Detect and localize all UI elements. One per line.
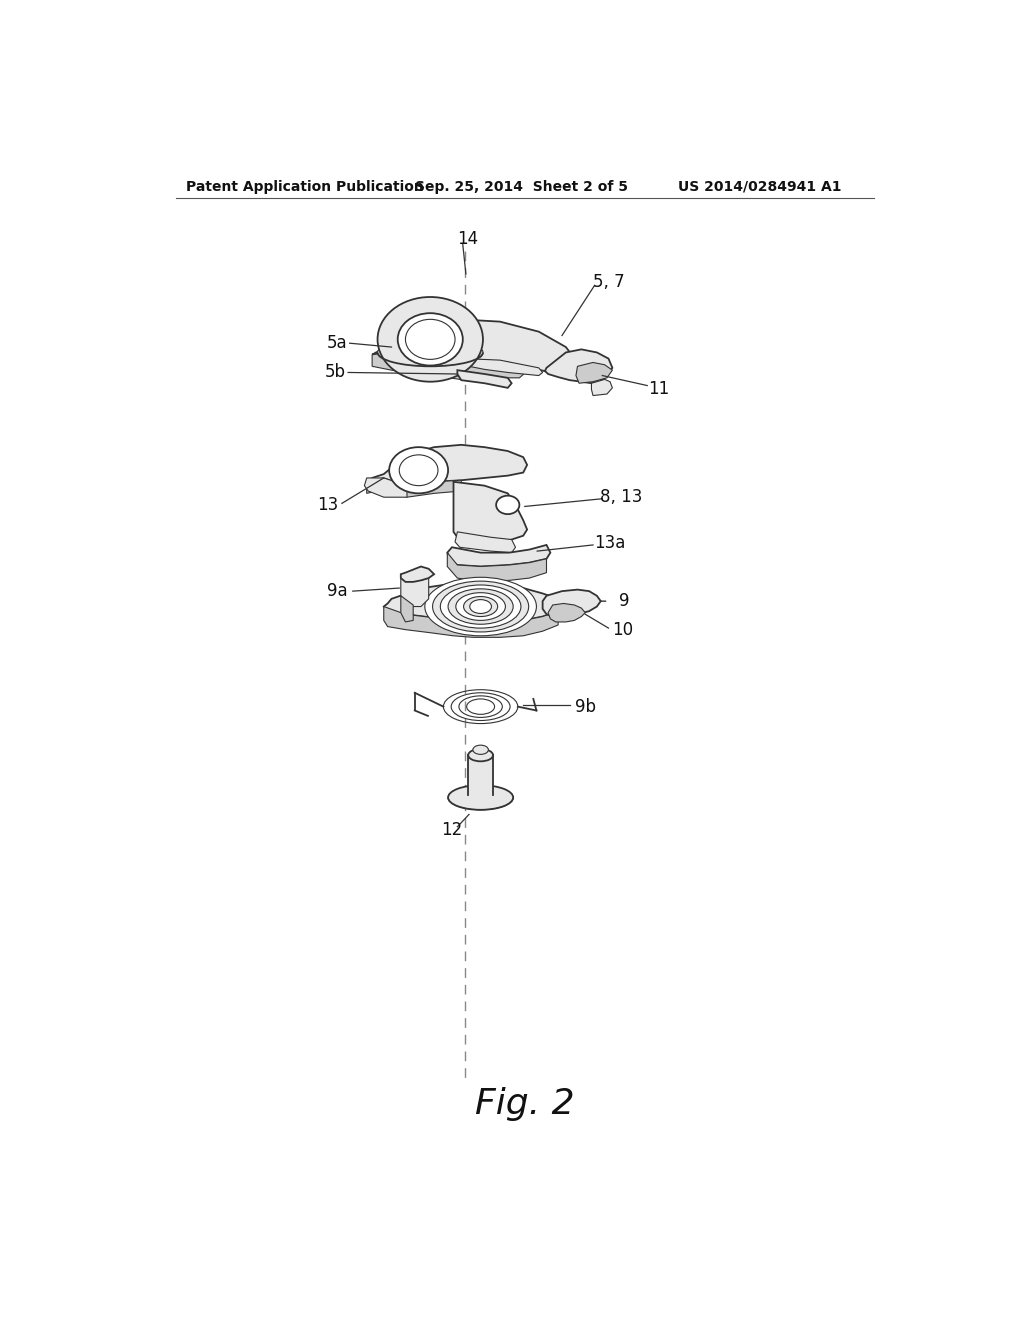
Ellipse shape	[464, 597, 498, 616]
Ellipse shape	[406, 319, 455, 359]
Text: 5b: 5b	[326, 363, 346, 381]
Text: 9: 9	[618, 593, 630, 610]
Text: Sep. 25, 2014  Sheet 2 of 5: Sep. 25, 2014 Sheet 2 of 5	[415, 180, 628, 194]
Polygon shape	[447, 545, 550, 566]
Polygon shape	[400, 595, 414, 622]
Text: 10: 10	[612, 620, 633, 639]
Polygon shape	[455, 532, 515, 553]
Ellipse shape	[470, 599, 492, 614]
Polygon shape	[372, 347, 531, 381]
Polygon shape	[468, 755, 493, 795]
Text: Fig. 2: Fig. 2	[475, 1086, 574, 1121]
Text: 12: 12	[441, 821, 463, 838]
Text: 13a: 13a	[594, 535, 626, 552]
Ellipse shape	[378, 339, 483, 367]
Text: 5, 7: 5, 7	[593, 273, 625, 290]
Polygon shape	[465, 359, 543, 376]
Ellipse shape	[456, 593, 506, 620]
Polygon shape	[447, 553, 547, 582]
Text: 5a: 5a	[327, 334, 347, 352]
Ellipse shape	[378, 297, 483, 381]
Polygon shape	[384, 582, 562, 622]
Polygon shape	[372, 321, 578, 374]
Text: 9b: 9b	[574, 698, 596, 715]
Ellipse shape	[449, 785, 513, 809]
Text: 14: 14	[457, 230, 478, 248]
Ellipse shape	[473, 744, 488, 755]
Polygon shape	[400, 574, 429, 607]
Text: Patent Application Publication: Patent Application Publication	[186, 180, 424, 194]
Polygon shape	[365, 478, 407, 498]
Polygon shape	[367, 445, 527, 488]
Polygon shape	[548, 603, 586, 622]
Polygon shape	[454, 482, 527, 544]
Ellipse shape	[425, 577, 537, 636]
Ellipse shape	[397, 313, 463, 366]
Polygon shape	[592, 379, 612, 396]
Text: US 2014/0284941 A1: US 2014/0284941 A1	[678, 180, 842, 194]
Polygon shape	[543, 590, 601, 616]
Ellipse shape	[389, 447, 449, 494]
Polygon shape	[545, 350, 612, 383]
Text: 13: 13	[317, 496, 339, 513]
Ellipse shape	[432, 581, 528, 632]
Ellipse shape	[449, 589, 513, 624]
Polygon shape	[367, 478, 461, 498]
Text: 9a: 9a	[327, 582, 347, 601]
Ellipse shape	[399, 455, 438, 486]
Polygon shape	[575, 363, 612, 383]
Ellipse shape	[468, 748, 493, 762]
Polygon shape	[384, 607, 558, 638]
Text: 8, 13: 8, 13	[600, 488, 642, 506]
Polygon shape	[400, 566, 434, 582]
Ellipse shape	[496, 496, 519, 515]
Text: 11: 11	[648, 380, 670, 399]
Polygon shape	[458, 370, 512, 388]
Ellipse shape	[440, 585, 521, 628]
